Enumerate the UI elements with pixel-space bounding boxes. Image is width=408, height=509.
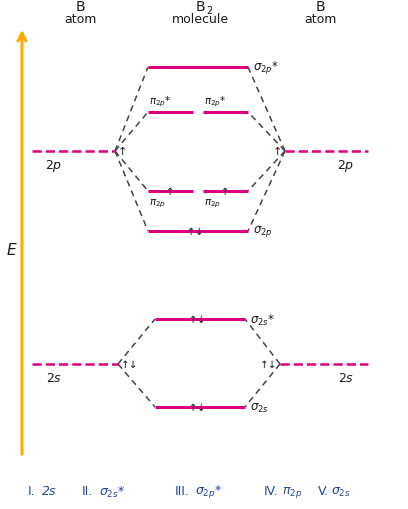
- Text: B: B: [195, 0, 205, 14]
- Text: IV.: IV.: [264, 485, 279, 497]
- Text: 2: 2: [206, 6, 212, 16]
- Text: ↑: ↑: [221, 187, 229, 196]
- Text: B: B: [75, 0, 85, 14]
- Text: atom: atom: [304, 13, 336, 26]
- Text: ↑↓: ↑↓: [189, 315, 205, 324]
- Text: $E$: $E$: [6, 242, 18, 258]
- Text: B: B: [315, 0, 325, 14]
- Text: II.: II.: [82, 485, 93, 497]
- Text: ↑↓: ↑↓: [259, 359, 277, 369]
- Text: ↑↓: ↑↓: [187, 227, 203, 237]
- Text: $\sigma_{2p}$*: $\sigma_{2p}$*: [195, 483, 222, 499]
- Text: $2p$: $2p$: [45, 158, 63, 174]
- Text: ↑↓: ↑↓: [189, 402, 205, 412]
- Text: $\pi_{2p}$: $\pi_{2p}$: [204, 197, 221, 210]
- Text: $\sigma_{2s}$: $\sigma_{2s}$: [331, 485, 351, 498]
- Text: $\pi_{2p}$: $\pi_{2p}$: [149, 197, 166, 210]
- Text: $\sigma_{2s}$*: $\sigma_{2s}$*: [99, 484, 125, 499]
- Text: $2s$: $2s$: [338, 372, 354, 385]
- Text: 2s: 2s: [42, 485, 56, 497]
- Text: ↑: ↑: [273, 147, 282, 157]
- Text: $\sigma_{2s}$*: $\sigma_{2s}$*: [250, 312, 275, 327]
- Text: $\sigma_{2p}$: $\sigma_{2p}$: [253, 224, 273, 239]
- Text: $2p$: $2p$: [337, 158, 355, 174]
- Text: ↑: ↑: [166, 187, 174, 196]
- Text: $2s$: $2s$: [46, 372, 62, 385]
- Text: $\sigma_{2s}$: $\sigma_{2s}$: [250, 401, 269, 414]
- Text: ↑↓: ↑↓: [121, 359, 138, 369]
- Text: $\pi_{2p}$*: $\pi_{2p}$*: [204, 95, 227, 109]
- Text: V.: V.: [318, 485, 329, 497]
- Text: III.: III.: [175, 485, 190, 497]
- Text: $\sigma_{2p}$*: $\sigma_{2p}$*: [253, 60, 279, 76]
- Text: $\pi_{2p}$: $\pi_{2p}$: [282, 484, 302, 498]
- Text: $\pi_{2p}$*: $\pi_{2p}$*: [149, 95, 172, 109]
- Text: molecule: molecule: [171, 13, 228, 26]
- Text: I.: I.: [28, 485, 35, 497]
- Text: atom: atom: [64, 13, 96, 26]
- Text: ↑: ↑: [118, 147, 127, 157]
